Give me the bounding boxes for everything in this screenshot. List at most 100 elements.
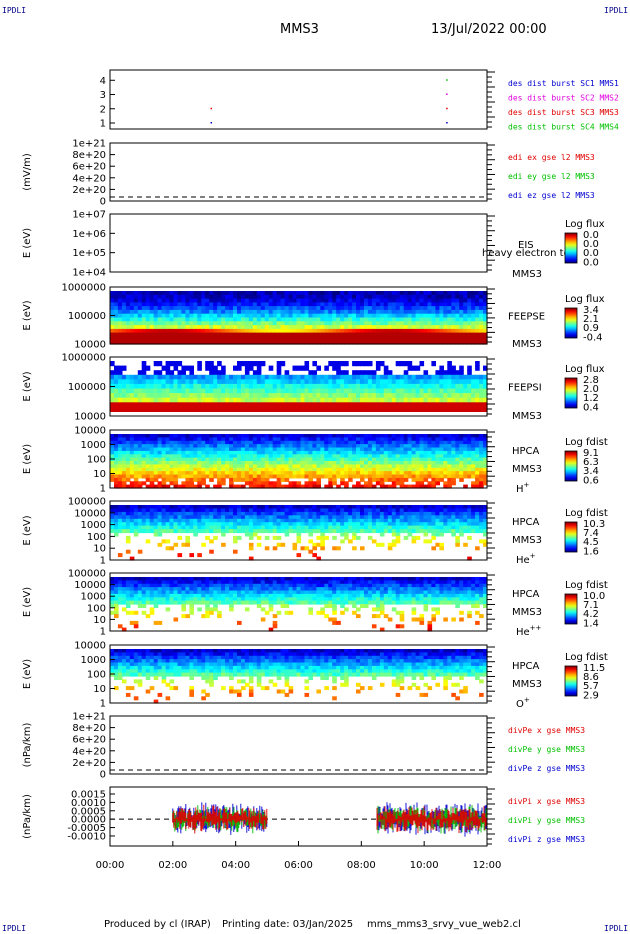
heatmap-cell <box>177 529 183 534</box>
heatmap-cell <box>427 397 433 403</box>
heatmap-cell <box>149 593 155 598</box>
heatmap-cell <box>439 447 444 452</box>
heatmap-cell <box>129 587 135 592</box>
heatmap-cell <box>399 321 405 326</box>
heatmap-cell <box>241 383 246 390</box>
heatmap-cell <box>324 525 329 530</box>
burst-marker <box>446 79 448 81</box>
heatmap-cell <box>225 402 230 408</box>
heatmap-cell <box>304 525 310 530</box>
heatmap-cell <box>324 461 329 465</box>
heatmap-cell <box>439 505 444 509</box>
heatmap-cell <box>141 580 147 585</box>
heatmap-cell <box>375 313 381 319</box>
heatmap-cell <box>121 313 127 319</box>
heatmap-cell <box>407 397 413 403</box>
heatmap-cell <box>312 481 317 486</box>
heatmap-cell <box>129 593 135 598</box>
heatmap-cell <box>129 437 135 442</box>
heatmap-cell <box>399 336 405 341</box>
heatmap-cell <box>427 505 433 509</box>
heatmap-cell <box>419 317 425 322</box>
heatmap-cell <box>165 587 171 592</box>
heatmap-cell <box>181 294 186 300</box>
heatmap-cell <box>161 454 167 459</box>
heatmap-cell <box>217 467 222 472</box>
heatmap-cell <box>387 383 393 390</box>
heatmap-cell <box>364 302 369 307</box>
heatmap-cell <box>241 467 246 472</box>
heatmap-cell <box>272 321 278 326</box>
heatmap-cell <box>340 388 345 394</box>
heatmap-cell <box>260 388 266 394</box>
heatmap-cell <box>312 294 317 300</box>
heatmap-cell <box>217 437 222 442</box>
heatmap-cell <box>268 515 274 520</box>
heatmap-cell <box>201 317 206 322</box>
heatmap-cell <box>312 447 317 452</box>
heatmap-cell <box>375 518 381 523</box>
heatmap-cell <box>260 457 266 462</box>
heatmap-cell <box>256 467 262 472</box>
heatmap-cell <box>189 440 194 445</box>
heatmap-cell <box>483 365 488 371</box>
heatmap-cell <box>387 298 393 303</box>
heatmap-cell <box>431 397 436 403</box>
y-tick-label: 100000 <box>68 311 106 322</box>
heatmap-cell <box>177 294 183 300</box>
heatmap-cell <box>292 474 298 479</box>
heatmap-cell <box>244 406 250 412</box>
heatmap-cell <box>419 361 425 367</box>
heatmap-cell <box>153 484 159 489</box>
heatmap-cell <box>367 535 373 540</box>
heatmap-cell <box>459 298 464 303</box>
heatmap-cell <box>340 361 345 367</box>
heatmap-cell <box>221 454 226 459</box>
heatmap-cell <box>383 294 389 300</box>
heatmap-cell <box>248 328 254 334</box>
heatmap-cell <box>320 291 325 296</box>
heatmap-cell <box>173 291 179 296</box>
heatmap-cell <box>129 447 135 452</box>
heatmap-cell <box>471 294 476 300</box>
heatmap-cell <box>371 302 377 307</box>
heatmap-cell <box>411 313 417 319</box>
heatmap-cell <box>360 388 365 394</box>
heatmap-cell <box>177 383 183 390</box>
heatmap-cell <box>272 474 278 479</box>
heatmap-cell <box>189 580 194 585</box>
heatmap-cell <box>407 454 413 459</box>
heatmap-cell <box>447 365 452 371</box>
heatmap-cell <box>387 402 393 408</box>
heatmap-cell <box>284 294 290 300</box>
heatmap-cell <box>383 515 389 520</box>
heatmap-cell <box>348 505 353 509</box>
heatmap-cell <box>233 365 238 371</box>
heatmap-cell <box>471 434 476 438</box>
heatmap-cell <box>463 522 468 527</box>
heatmap-cell <box>427 294 433 300</box>
heatmap-cell <box>352 444 357 449</box>
heatmap-cell <box>352 457 357 462</box>
heatmap-cell <box>129 379 135 385</box>
heatmap-cell <box>443 481 448 486</box>
heatmap-cell <box>173 580 179 585</box>
heatmap-cell <box>284 457 290 462</box>
heatmap-cell <box>276 325 282 330</box>
heatmap-cell <box>296 332 302 337</box>
heatmap-cell <box>292 454 298 459</box>
heatmap-cell <box>145 577 151 581</box>
heatmap-cell <box>161 313 167 319</box>
heatmap-cell <box>173 477 179 482</box>
heatmap-cell <box>467 393 472 399</box>
heatmap-cell <box>133 444 139 449</box>
heatmap-cell <box>407 471 413 476</box>
heatmap-cell <box>296 471 302 476</box>
heatmap-cell <box>241 474 246 479</box>
heatmap-cell <box>316 309 321 315</box>
heatmap-cell <box>229 481 234 486</box>
heatmap-cell <box>288 434 294 438</box>
heatmap-cell <box>383 370 389 376</box>
heatmap-cell <box>237 511 242 516</box>
